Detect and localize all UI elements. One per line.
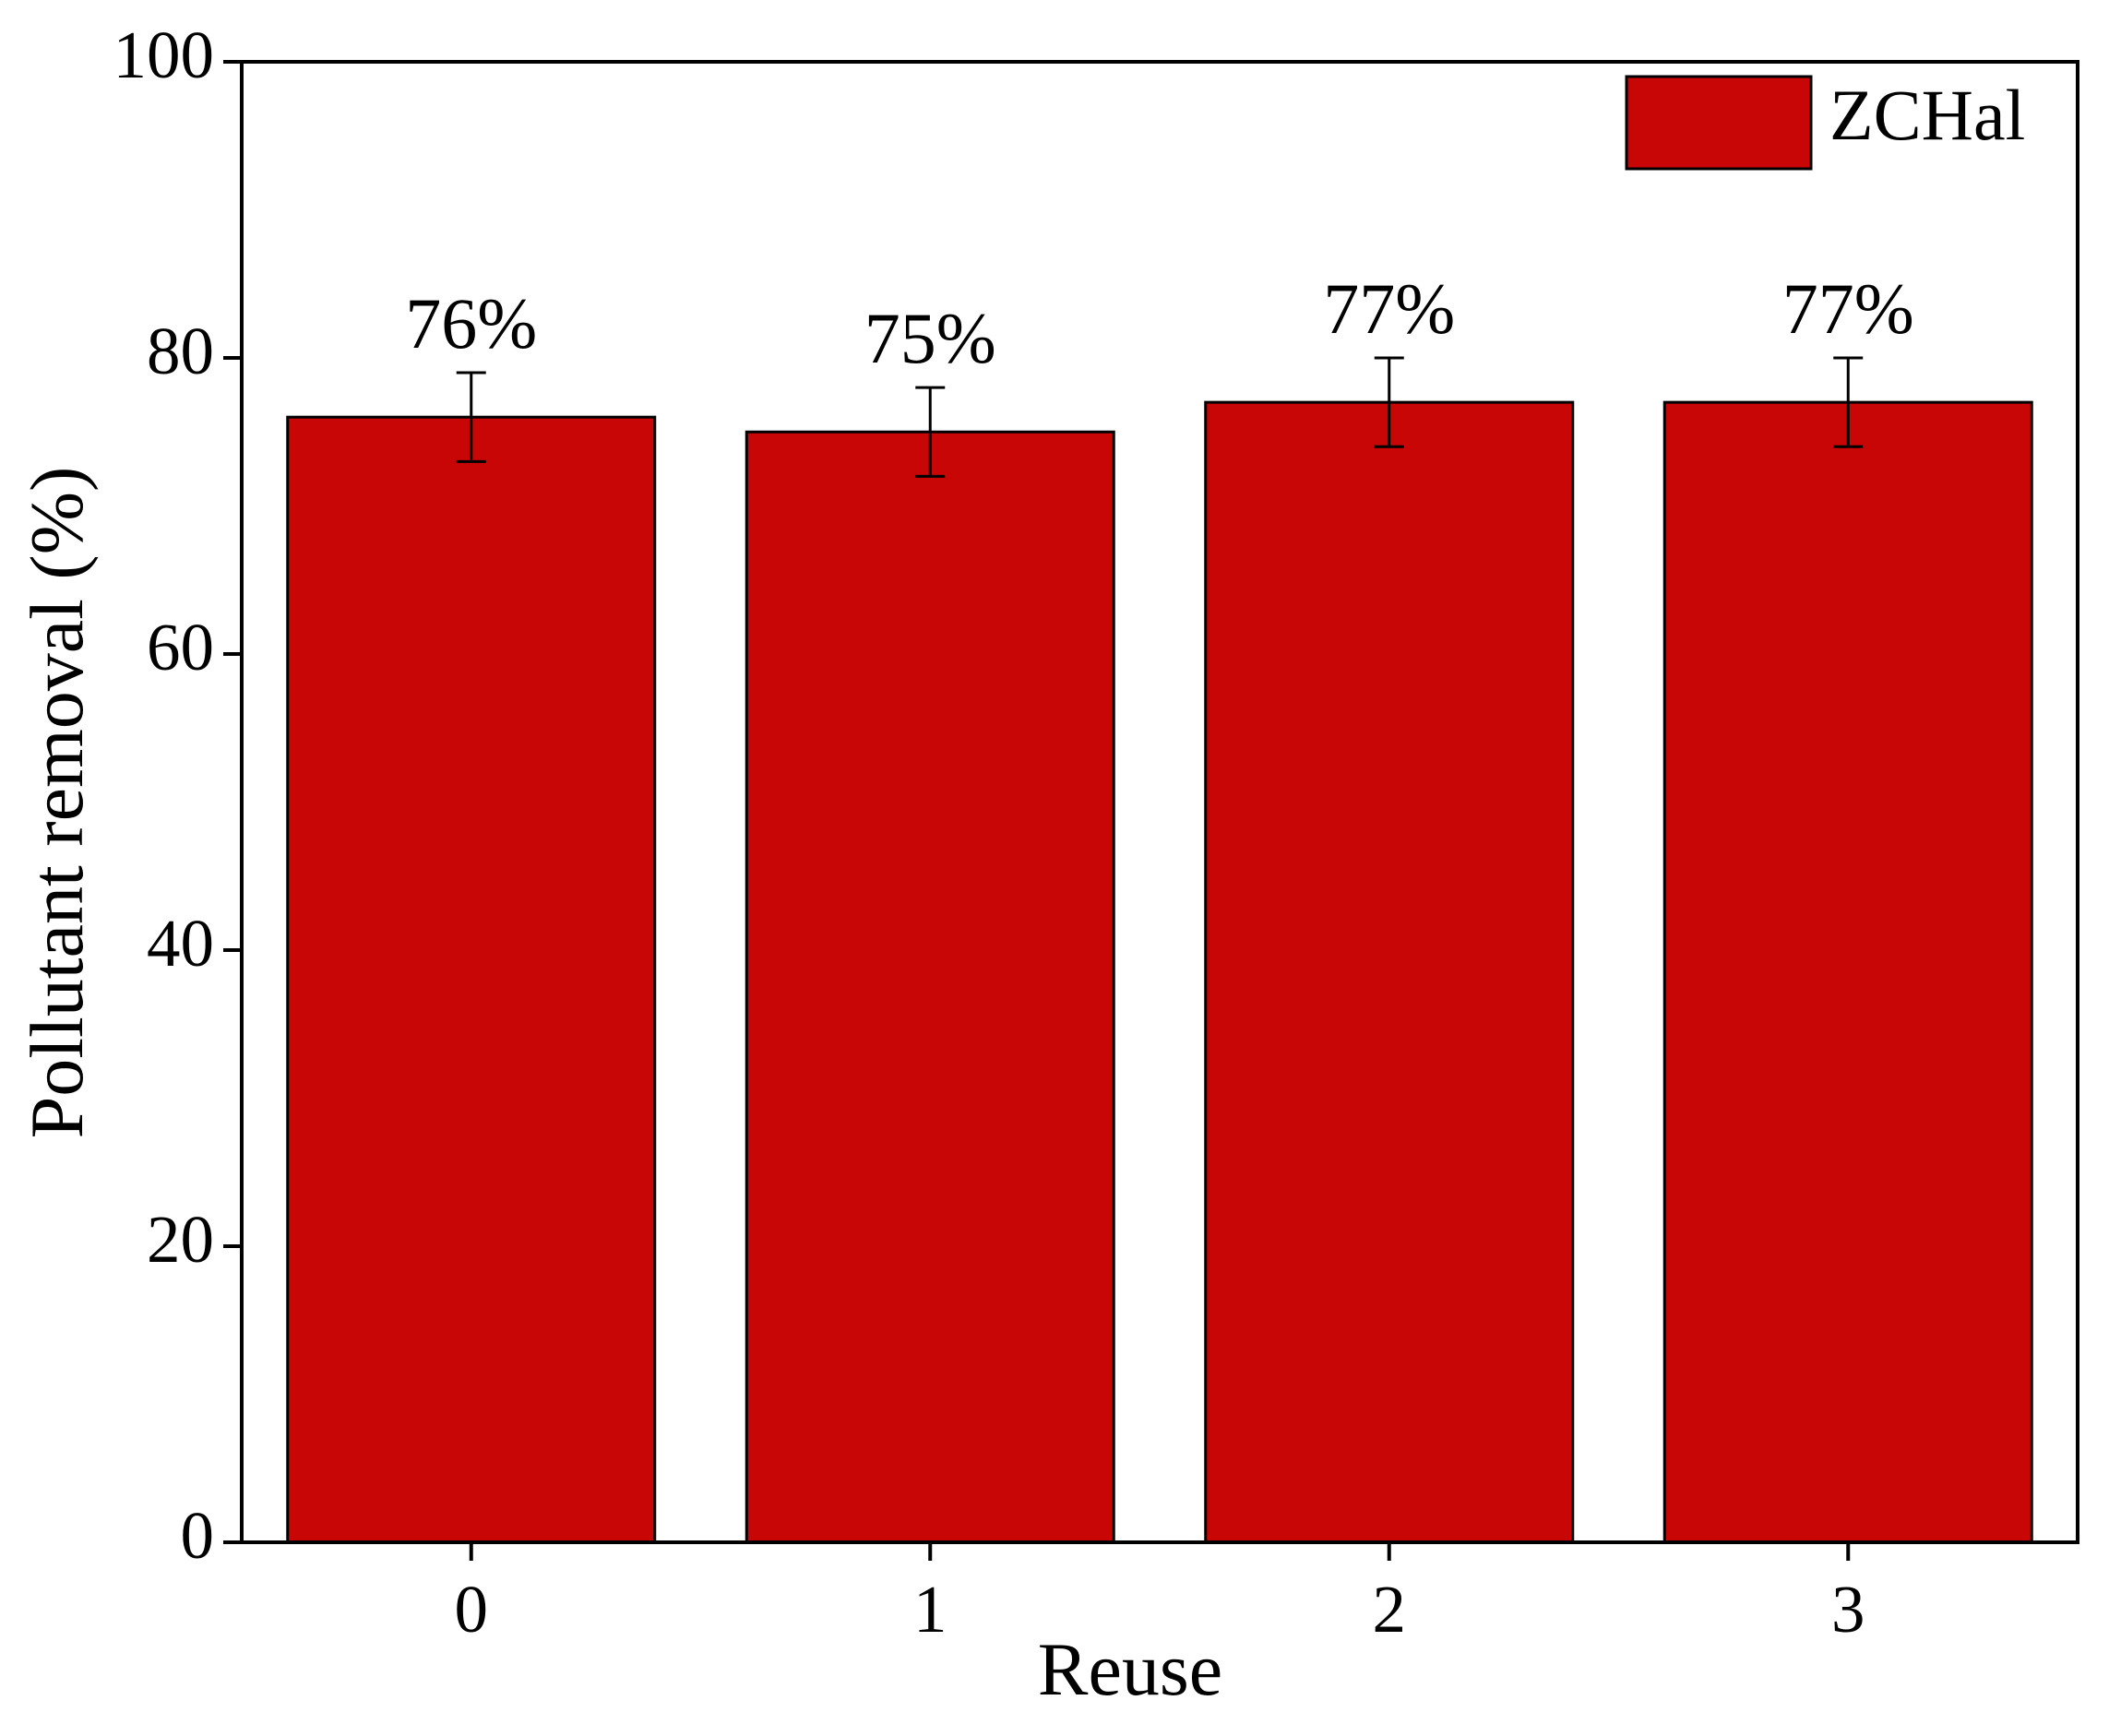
y-tick-label: 40 [147, 906, 214, 981]
y-axis-label: Pollutant removal (%) [15, 467, 99, 1139]
error-bar [915, 386, 946, 478]
error-bar [1374, 356, 1404, 448]
value-label: 77% [1782, 268, 1914, 349]
error-bar [1833, 356, 1864, 448]
value-label: 76% [405, 283, 537, 363]
x-tick-label: 2 [1373, 1572, 1407, 1647]
legend-label: ZCHal [1829, 75, 2025, 155]
y-tick-label: 60 [147, 610, 214, 684]
x-tick-label: 0 [455, 1572, 489, 1647]
y-tick-label: 20 [147, 1202, 214, 1277]
bar [1662, 400, 2033, 1544]
plot-frame [240, 60, 2079, 1544]
y-tick-label: 0 [181, 1498, 215, 1573]
y-tick-label: 80 [147, 314, 214, 388]
bar [1204, 400, 1575, 1544]
x-tick-label: 1 [913, 1572, 947, 1647]
bar [286, 415, 657, 1544]
error-bar [456, 371, 486, 463]
x-tick-label: 3 [1831, 1572, 1865, 1647]
value-label: 77% [1323, 268, 1455, 349]
value-label: 75% [864, 298, 996, 378]
y-tick-label: 100 [113, 18, 215, 92]
bar [745, 430, 1115, 1544]
legend-swatch [1625, 75, 1813, 171]
x-axis-label: Reuse [1038, 1627, 1222, 1711]
